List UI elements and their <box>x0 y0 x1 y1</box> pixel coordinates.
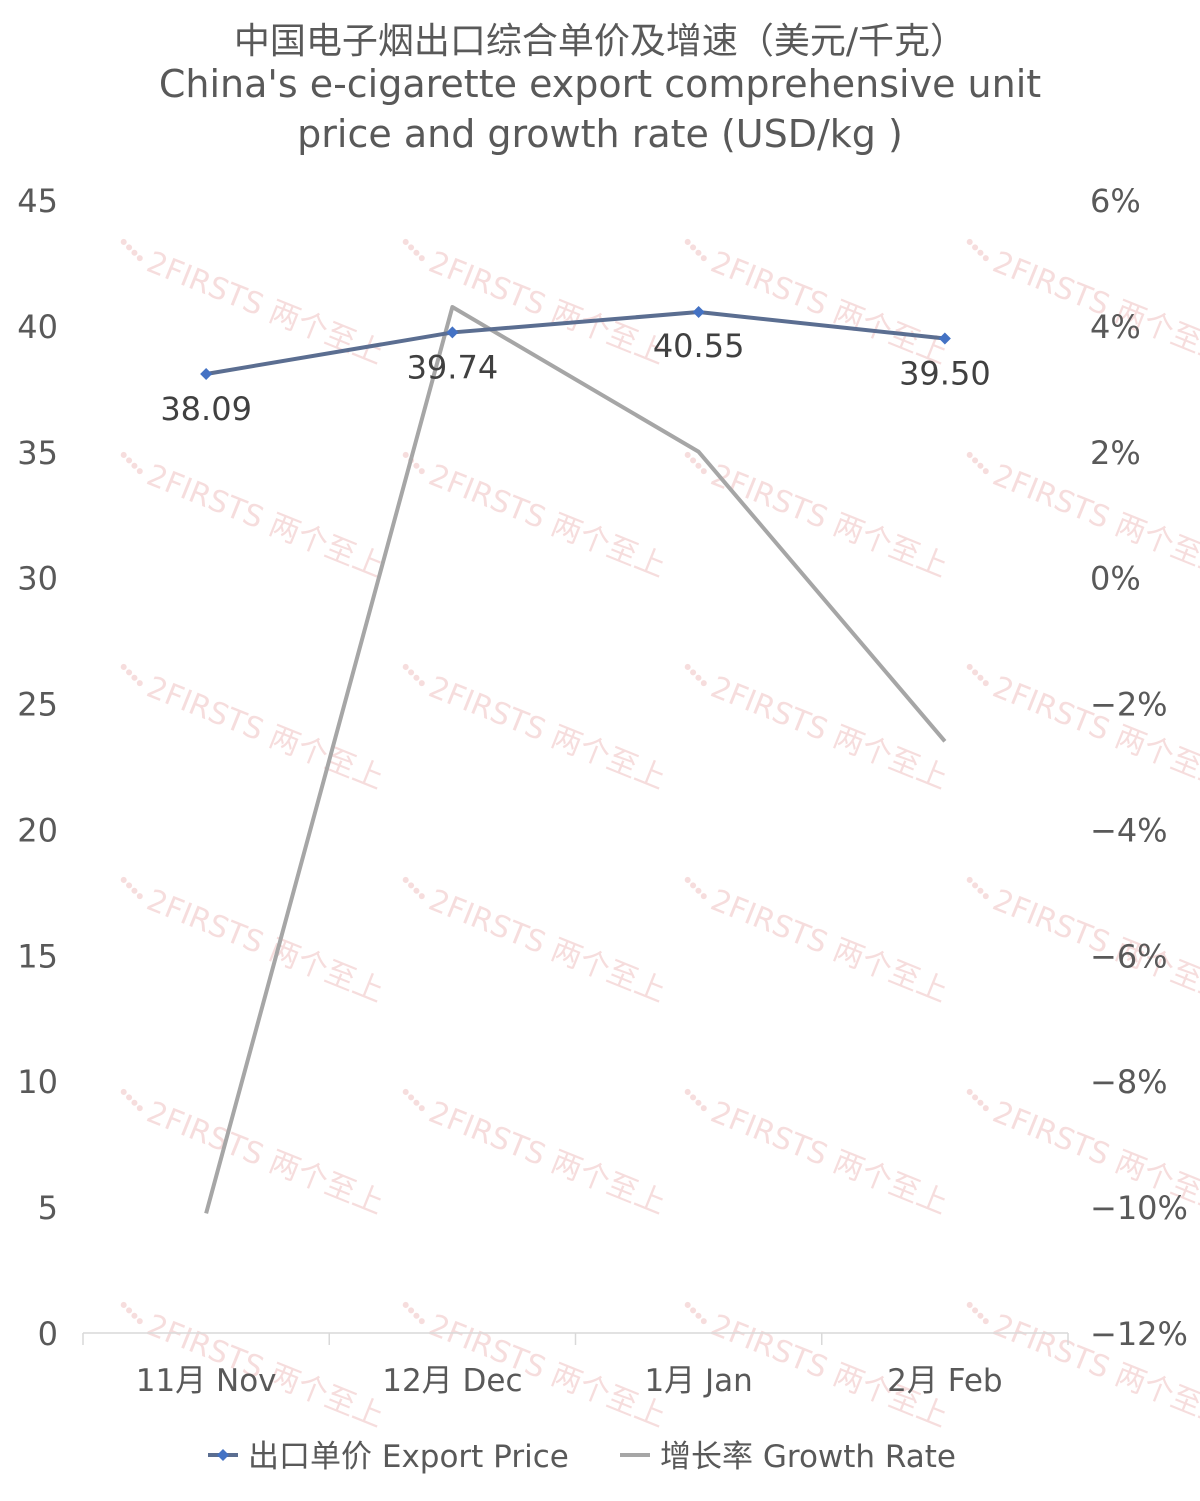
series-growth-rate-line <box>204 305 947 1214</box>
watermark-3-1: 2FIRSTS 两个至上 <box>402 876 671 1010</box>
y-right-tick-label: −6% <box>1090 937 1168 975</box>
y-right-tick-label: −2% <box>1090 686 1168 724</box>
export-price-data-label: 39.50 <box>899 354 991 392</box>
export-price-point <box>938 332 951 345</box>
watermark-1-2: 2FIRSTS 两个至上 <box>684 451 953 585</box>
y-left-tick-label: 40 <box>17 308 58 346</box>
watermark-1-1: 2FIRSTS 两个至上 <box>402 451 671 585</box>
y-right-tick-label: −12% <box>1090 1315 1188 1353</box>
watermark-1-0: 2FIRSTS 两个至上 <box>120 451 389 585</box>
y-left-tick-label: 35 <box>17 434 58 472</box>
x-tick-label: 11月 Nov <box>136 1363 277 1399</box>
svg-text:2FIRSTS 两个至上: 2FIRSTS 两个至上 <box>142 245 389 372</box>
y-right-tick-label: 6% <box>1090 182 1141 220</box>
svg-text:2FIRSTS 两个至上: 2FIRSTS 两个至上 <box>706 1095 953 1222</box>
y-left-tick-label: 15 <box>17 937 58 975</box>
y-left-tick-label: 5 <box>38 1189 58 1227</box>
watermark-4-1: 2FIRSTS 两个至上 <box>402 1088 671 1222</box>
legend-export-price-marker <box>217 1449 229 1461</box>
y-right-tick-label: 0% <box>1090 560 1141 598</box>
x-tick-label: 2月 Feb <box>887 1363 1002 1399</box>
y-left-tick-label: 20 <box>17 811 58 849</box>
series-export-price-line <box>205 310 946 376</box>
svg-text:2FIRSTS 两个至上: 2FIRSTS 两个至上 <box>424 670 671 797</box>
export-price-point <box>446 326 459 339</box>
watermark-2-1: 2FIRSTS 两个至上 <box>402 663 671 797</box>
y-right-tick-label: 4% <box>1090 308 1141 346</box>
export-price-data-label: 39.74 <box>407 348 499 386</box>
watermark-2-3: 2FIRSTS 两个至上 <box>966 663 1200 797</box>
y-left-tick-label: 30 <box>17 560 58 598</box>
y-left-tick-label: 45 <box>17 182 58 220</box>
svg-text:2FIRSTS 两个至上: 2FIRSTS 两个至上 <box>424 458 671 585</box>
watermark-3-2: 2FIRSTS 两个至上 <box>684 876 953 1010</box>
svg-text:2FIRSTS 两个至上: 2FIRSTS 两个至上 <box>706 670 953 797</box>
y-right-tick-label: −8% <box>1090 1063 1168 1101</box>
svg-text:2FIRSTS 两个至上: 2FIRSTS 两个至上 <box>424 1095 671 1222</box>
svg-text:2FIRSTS 两个至上: 2FIRSTS 两个至上 <box>142 1095 389 1222</box>
svg-text:2FIRSTS 两个至上: 2FIRSTS 两个至上 <box>706 883 953 1010</box>
x-tick-label: 1月 Jan <box>644 1363 752 1399</box>
svg-text:2FIRSTS 两个至上: 2FIRSTS 两个至上 <box>142 458 389 585</box>
watermark-2-2: 2FIRSTS 两个至上 <box>684 663 953 797</box>
watermark-4-0: 2FIRSTS 两个至上 <box>120 1088 389 1222</box>
y-left-tick-label: 10 <box>17 1063 58 1101</box>
watermark-2-0: 2FIRSTS 两个至上 <box>120 663 389 797</box>
export-price-data-label: 40.55 <box>653 327 745 365</box>
y-left-tick-label: 25 <box>17 686 58 724</box>
chart-title-en-line2: price and growth rate (USD/kg ) <box>297 112 903 156</box>
export-price-data-label: 38.09 <box>160 390 252 428</box>
watermark-3-0: 2FIRSTS 两个至上 <box>120 876 389 1010</box>
svg-text:2FIRSTS 两个至上: 2FIRSTS 两个至上 <box>706 458 953 585</box>
y-right-tick-label: 2% <box>1090 434 1141 472</box>
watermark-1-3: 2FIRSTS 两个至上 <box>966 451 1200 585</box>
legend-growth-rate-label: 增长率 Growth Rate <box>660 1439 956 1475</box>
watermark-0-3: 2FIRSTS 两个至上 <box>966 238 1200 372</box>
export-price-point <box>200 367 213 380</box>
watermark-4-2: 2FIRSTS 两个至上 <box>684 1088 953 1222</box>
export-price-point <box>692 306 705 319</box>
y-right-tick-label: −10% <box>1090 1189 1188 1227</box>
chart-title-en-line1: China's e-cigarette export comprehensive… <box>158 62 1042 106</box>
x-tick-label: 12月 Dec <box>382 1363 522 1399</box>
y-left-tick-label: 0 <box>38 1315 58 1353</box>
legend-export-price-label: 出口单价 Export Price <box>248 1439 569 1475</box>
svg-text:2FIRSTS 两个至上: 2FIRSTS 两个至上 <box>424 883 671 1010</box>
y-right-tick-label: −4% <box>1090 811 1168 849</box>
chart-title-cn: 中国电子烟出口综合单价及增速（美元/千克） <box>233 21 967 62</box>
svg-text:2FIRSTS 两个至上: 2FIRSTS 两个至上 <box>142 670 389 797</box>
